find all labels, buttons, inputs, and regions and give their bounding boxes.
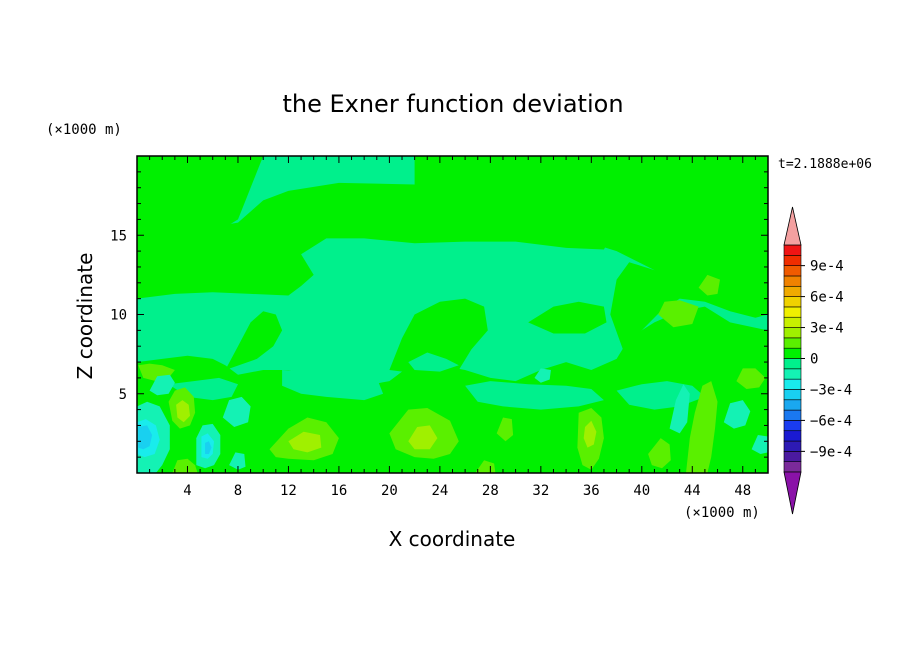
colorbar-swatch	[783, 399, 802, 411]
contour-region-25	[583, 420, 597, 448]
contour-region-16	[176, 400, 190, 423]
contour-region-33	[138, 425, 153, 450]
contour-region-19	[288, 431, 322, 453]
y-axis: 5 10 15	[110, 171, 768, 458]
colorbar-swatch	[783, 265, 802, 277]
contour-region-42	[723, 400, 751, 429]
colorbar-legend: 9e-4 6e-4 3e-4 0 −3e-4 −6e-4 −9e-4	[783, 206, 852, 515]
colorbar-swatch	[783, 440, 802, 452]
colorbar-swatch	[783, 316, 802, 328]
colorbar-swatch	[783, 255, 802, 266]
colorbar-tick-label: −3e-4	[810, 382, 852, 398]
x-tick-label: 40	[633, 483, 650, 499]
x-tick-label: 32	[532, 483, 549, 499]
contour-region-39	[229, 452, 246, 470]
colorbar-tick-label: 6e-4	[810, 290, 844, 306]
x-tick-label: 28	[482, 483, 499, 499]
contour-region-17	[172, 458, 198, 473]
colorbar-swatch	[783, 337, 802, 349]
contour-region-36	[205, 441, 212, 454]
contour-region-12	[465, 381, 604, 410]
contour-region-7	[225, 311, 283, 370]
x-tick-label: 48	[734, 483, 751, 499]
contour-fill	[137, 156, 768, 473]
contour-region-37	[149, 374, 175, 396]
contour-region-43	[751, 435, 768, 454]
contour-region-38	[222, 396, 251, 427]
colorbar-swatch	[783, 368, 802, 380]
y-tick-label: 10	[110, 308, 127, 324]
x-axis-label: X coordinate	[389, 527, 516, 551]
x-axis: 4 8 12 16 20 24 28 32 36 40 44 48	[149, 156, 756, 499]
colorbar-swatch	[783, 389, 802, 401]
contour-region-23	[496, 417, 514, 442]
contour-region-28	[736, 368, 766, 389]
colorbar-swatch	[783, 285, 802, 297]
contour-region-27	[686, 381, 718, 473]
colorbar-swatch	[783, 358, 802, 370]
colorbar-swatch	[783, 347, 802, 359]
time-label: t=2.1888e+06	[778, 157, 872, 172]
contour-region-1	[137, 156, 768, 291]
colorbar-swatch	[783, 430, 802, 442]
colorbar-swatch	[783, 461, 802, 473]
colorbar-swatch	[783, 244, 802, 256]
colorbar-tick-label: −9e-4	[810, 444, 852, 460]
colorbar-tick-label: −6e-4	[810, 413, 852, 429]
x-tick-label: 16	[330, 483, 347, 499]
x-axis-unit: (×1000 m)	[684, 505, 760, 521]
y-tick-label: 15	[110, 228, 127, 244]
contour-region-9	[408, 352, 459, 372]
colorbar-swatch	[783, 378, 802, 390]
contour-region-6	[528, 301, 607, 334]
chart-title: the Exner function deviation	[282, 90, 623, 118]
y-tick-label: 5	[119, 387, 127, 403]
colorbar-swatch	[783, 420, 802, 432]
x-tick-label: 4	[183, 483, 191, 499]
colorbar-swatch	[783, 296, 802, 308]
colorbar-swatch	[783, 451, 802, 462]
y-axis-unit: (×1000 m)	[46, 122, 122, 138]
contour-region-21	[408, 425, 438, 450]
colorbar-tick-label: 0	[810, 352, 818, 368]
contour-region-5	[610, 238, 768, 350]
x-tick-label: 36	[583, 483, 600, 499]
x-tick-label: 8	[234, 483, 242, 499]
colorbar-swatch	[783, 327, 802, 339]
colorbar-tick-label: 3e-4	[810, 321, 844, 337]
colorbar-extend-low	[783, 471, 802, 515]
x-tick-label: 12	[280, 483, 297, 499]
contour-region-41	[669, 384, 690, 434]
colorbar-swatch	[783, 409, 802, 421]
contour-region-2	[137, 156, 264, 236]
contour-region-29	[658, 300, 699, 328]
contour-region-8	[389, 298, 488, 375]
contour-region-30	[698, 274, 720, 296]
contour-region-26	[648, 438, 671, 469]
colorbar-extend-high	[783, 206, 802, 246]
x-tick-label: 44	[684, 483, 701, 499]
x-tick-label: 24	[431, 483, 448, 499]
y-axis-label: Z coordinate	[73, 253, 97, 380]
colorbar-swatch	[783, 306, 802, 318]
contour-region-40	[534, 368, 551, 383]
colorbar-tick-label: 9e-4	[810, 259, 844, 275]
contour-region-3	[137, 182, 617, 299]
colorbar-swatch	[783, 275, 802, 287]
x-tick-label: 20	[381, 483, 398, 499]
contour-region-10	[282, 370, 384, 401]
